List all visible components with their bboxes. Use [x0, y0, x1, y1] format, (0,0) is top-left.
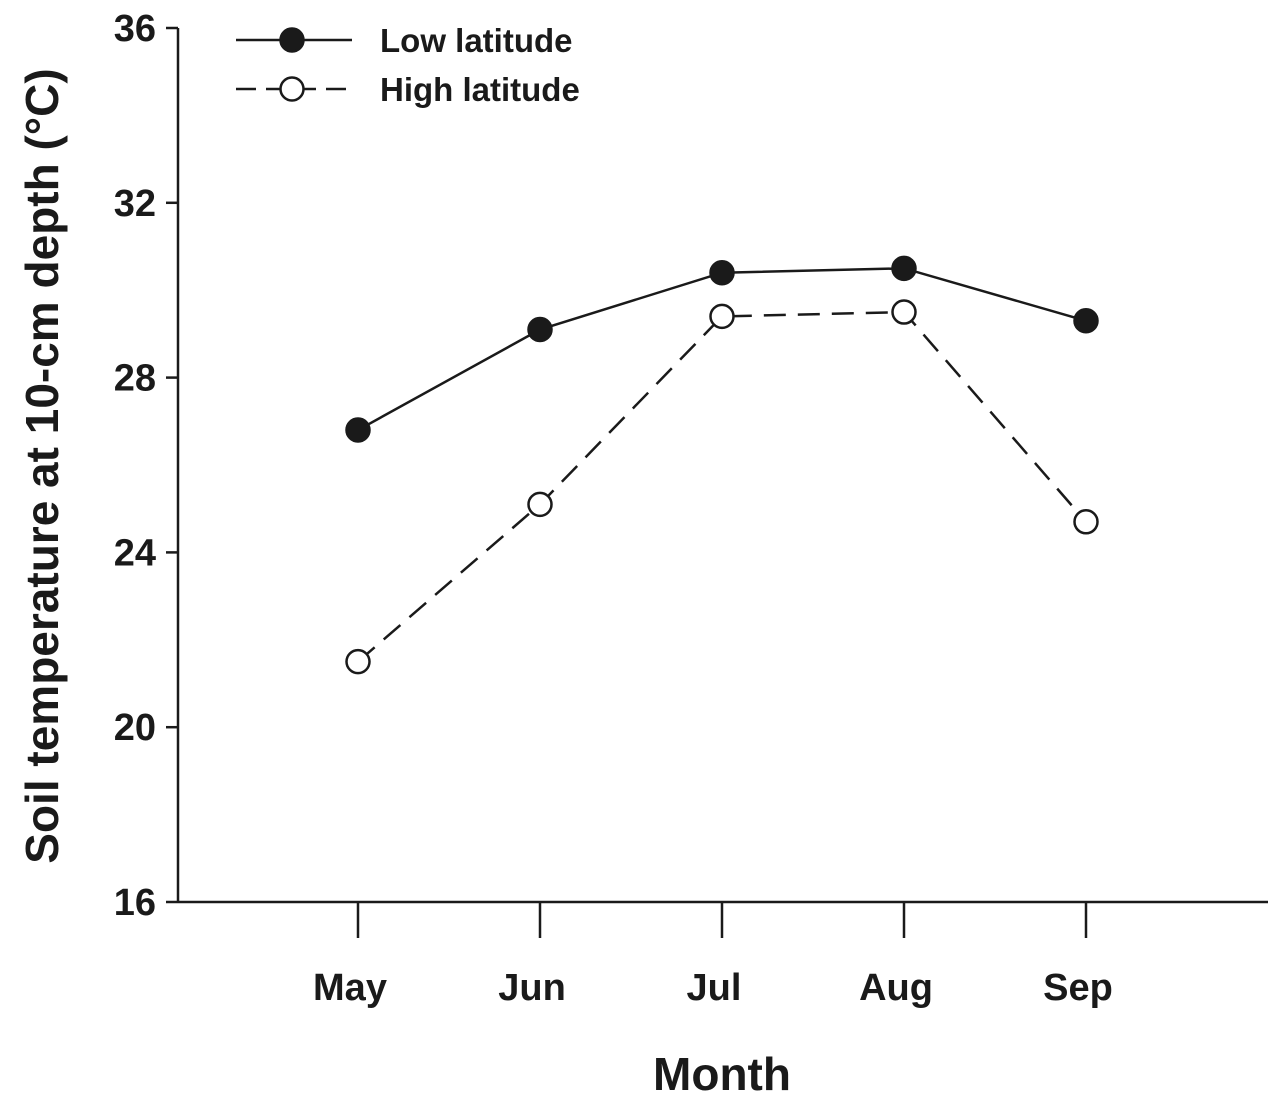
data-point — [1073, 509, 1099, 535]
series-layer — [345, 255, 1099, 675]
series-line — [357, 310, 1087, 663]
y-tick-label: 36 — [114, 8, 156, 50]
series-high-latitude — [345, 299, 1099, 675]
data-point — [891, 299, 917, 325]
data-point — [709, 303, 735, 330]
y-tick-label: 16 — [114, 882, 156, 924]
x-tick-label: Jul — [687, 967, 742, 1009]
legend-label: High latitude — [380, 71, 580, 108]
legend-marker — [279, 27, 305, 53]
y-tick-label: 24 — [114, 532, 156, 574]
data-point — [527, 316, 553, 343]
x-axis-title: Month — [653, 1048, 791, 1100]
axes: 16 20 24 28 32 36 May Jun Jul Aug Sep — [114, 8, 1268, 1009]
y-tick-label: 20 — [114, 707, 156, 749]
legend-item: High latitude — [236, 71, 580, 108]
x-tick-label: Jun — [498, 967, 566, 1009]
data-point — [345, 417, 371, 443]
data-point — [527, 491, 553, 518]
x-tick-label: May — [313, 967, 387, 1009]
legend: Low latitude High latitude — [236, 22, 580, 108]
legend-item: Low latitude — [236, 22, 573, 59]
series-line — [357, 267, 1087, 432]
legend-marker — [279, 76, 305, 102]
legend-label: Low latitude — [380, 22, 573, 59]
data-point — [345, 648, 371, 675]
x-tick-label: Aug — [859, 967, 933, 1009]
y-tick-label: 32 — [114, 183, 156, 225]
series-low-latitude — [345, 255, 1099, 443]
data-point — [891, 255, 917, 282]
y-tick-label: 28 — [114, 358, 156, 400]
data-point — [709, 259, 735, 286]
data-point — [1073, 308, 1099, 334]
y-axis-title: Soil temperature at 10-cm depth (°C) — [16, 68, 68, 863]
x-tick-label: Sep — [1043, 967, 1113, 1009]
